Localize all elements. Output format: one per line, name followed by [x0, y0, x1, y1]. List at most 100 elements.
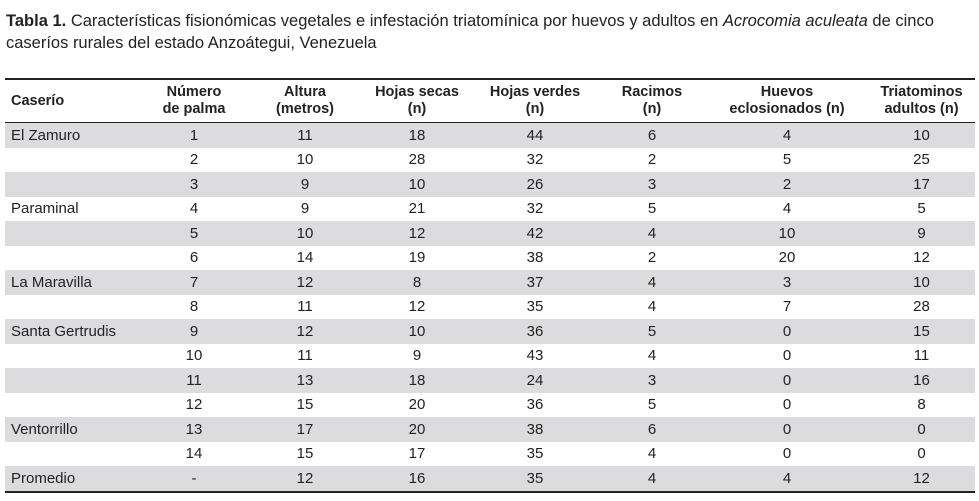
table-cell: 10 — [913, 273, 930, 291]
table-row: 10 11 9 43 4 0 11 — [5, 344, 975, 369]
table-cell: 36 — [526, 396, 544, 414]
table-cell: 20 — [778, 249, 796, 267]
table-cell: 2 — [647, 151, 657, 169]
table-cell: 11 — [913, 347, 930, 365]
header-cell: Racimos (n) — [598, 80, 706, 122]
table-cell: 17 — [913, 175, 930, 193]
table-cell: 24 — [526, 371, 544, 389]
table-cell: 4 — [782, 200, 792, 218]
table-cell: 6 — [189, 249, 199, 267]
table-cell: 12 — [296, 273, 314, 291]
table-cell: 32 — [526, 151, 544, 169]
header-text: (metros) — [275, 101, 334, 117]
table-cell: 5 — [782, 151, 792, 169]
table-row: 11 13 18 24 3 0 16 — [5, 368, 975, 393]
header-text: (n) — [642, 101, 662, 117]
header-text: adultos (n) — [884, 101, 959, 117]
caption-text: Características fisionómicas vegetales e… — [70, 12, 719, 30]
table-cell: 35 — [526, 445, 544, 463]
header-cell: Hojas secas (n) — [362, 80, 472, 122]
table-cell: 5 — [647, 396, 657, 414]
header-text: Racimos — [621, 84, 683, 100]
table-cell: La Maravilla — [11, 273, 92, 291]
table-cell: 7 — [189, 273, 199, 291]
table-cell: 35 — [526, 298, 544, 316]
header-text: Caserío — [11, 92, 65, 109]
header-text: Huevos — [760, 84, 814, 100]
table-cell: 8 — [917, 396, 926, 414]
table-cell: 13 — [296, 371, 314, 389]
header-cell: Huevos eclosionados (n) — [706, 80, 868, 122]
table-row: 3 9 10 26 3 2 17 — [5, 172, 975, 197]
table-row: Ventorrillo 13 17 20 38 6 0 0 — [5, 417, 975, 442]
table-cell: 12 — [913, 469, 930, 487]
table-cell: 9 — [300, 175, 310, 193]
table-cell: 10 — [296, 151, 314, 169]
table-cell: 14 — [185, 445, 203, 463]
table-cell: 4 — [647, 445, 657, 463]
table-cell: Santa Gertrudis — [11, 322, 117, 340]
table-cell: 2 — [782, 175, 792, 193]
table-cell: 10 — [778, 224, 796, 242]
table-cell — [5, 344, 146, 369]
header-cell: Triatominos adultos (n) — [868, 80, 975, 122]
table-cell: 12 — [408, 224, 426, 242]
header-text: de palma — [162, 101, 226, 117]
caption-label: Tabla 1. — [6, 12, 67, 30]
table-cell: 8 — [412, 273, 422, 291]
table-cell: 9 — [412, 347, 422, 365]
table-cell: 4 — [782, 126, 792, 144]
header-text: Altura — [284, 84, 326, 100]
caption-text: de cinco caseríos rurales del estado Anz… — [6, 12, 934, 52]
table-cell: 11 — [297, 347, 313, 365]
table-cell: 42 — [526, 224, 544, 242]
table-cell: 6 — [647, 420, 657, 438]
table-cell: 13 — [185, 420, 203, 438]
table-cell: 43 — [526, 347, 544, 365]
header-text: Hojas verdes — [489, 84, 581, 100]
table-cell: 10 — [185, 347, 203, 365]
table-row: 5 10 12 42 4 10 9 — [5, 221, 975, 246]
table-cell: 44 — [526, 126, 544, 144]
table-row: 12 15 20 36 5 0 8 — [5, 393, 975, 418]
table-cell: 28 — [913, 298, 930, 316]
table-caption: Tabla 1. Características fisionómicas ve… — [6, 10, 974, 54]
table-cell: 8 — [189, 298, 199, 316]
table-cell: 35 — [526, 469, 544, 487]
table-cell: 5 — [189, 224, 199, 242]
table-cell — [5, 442, 146, 467]
table-row: El Zamuro 1 11 18 44 6 4 10 — [5, 123, 975, 148]
table-cell: 5 — [647, 322, 657, 340]
caption-species: Acrocomia aculeata — [722, 12, 868, 30]
table-cell: 15 — [296, 396, 314, 414]
table-cell: 10 — [408, 175, 426, 193]
table-cell: 20 — [408, 396, 426, 414]
table-cell: Paraminal — [11, 200, 79, 218]
table-cell: 3 — [647, 371, 657, 389]
table-cell: 9 — [917, 224, 926, 242]
table-row: Promedio - 12 16 35 4 4 12 — [5, 466, 975, 491]
header-text: (n) — [407, 101, 427, 117]
header-cell: Caserío — [5, 80, 146, 122]
table-cell: 12 — [296, 322, 314, 340]
table-cell: 11 — [297, 126, 313, 144]
table-cell: Promedio — [11, 469, 76, 487]
table-cell — [5, 295, 146, 320]
table-cell: 3 — [189, 175, 199, 193]
table-cell: 37 — [526, 273, 544, 291]
table-cell: 4 — [647, 469, 657, 487]
table-cell: 16 — [408, 469, 426, 487]
table-cell — [5, 221, 146, 246]
table-cell: 9 — [189, 322, 199, 340]
table-cell: 10 — [913, 126, 930, 144]
header-text: (n) — [525, 101, 545, 117]
table-cell: 0 — [782, 347, 792, 365]
table-cell: 15 — [296, 445, 314, 463]
table-cell: 14 — [296, 249, 314, 267]
table-cell: 0 — [782, 445, 792, 463]
table-cell: 0 — [782, 371, 792, 389]
table-cell: 2 — [189, 151, 199, 169]
table-cell: 0 — [917, 420, 926, 438]
table-cell: 10 — [296, 224, 314, 242]
table-cell — [5, 368, 146, 393]
